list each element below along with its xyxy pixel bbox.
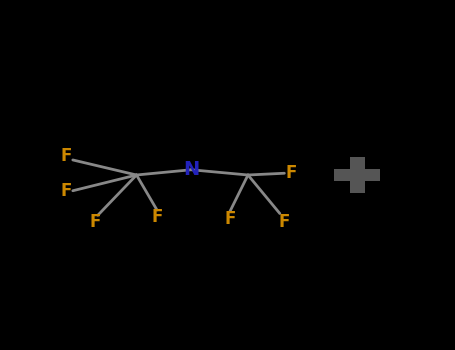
Text: F: F [224,210,236,228]
Text: F: F [60,182,72,200]
Text: F: F [286,164,297,182]
Text: F: F [151,208,163,226]
Text: F: F [60,147,72,165]
Text: F: F [90,212,101,231]
Bar [349,158,365,192]
Bar [334,169,380,181]
Text: N: N [183,160,199,179]
Text: F: F [278,213,290,231]
